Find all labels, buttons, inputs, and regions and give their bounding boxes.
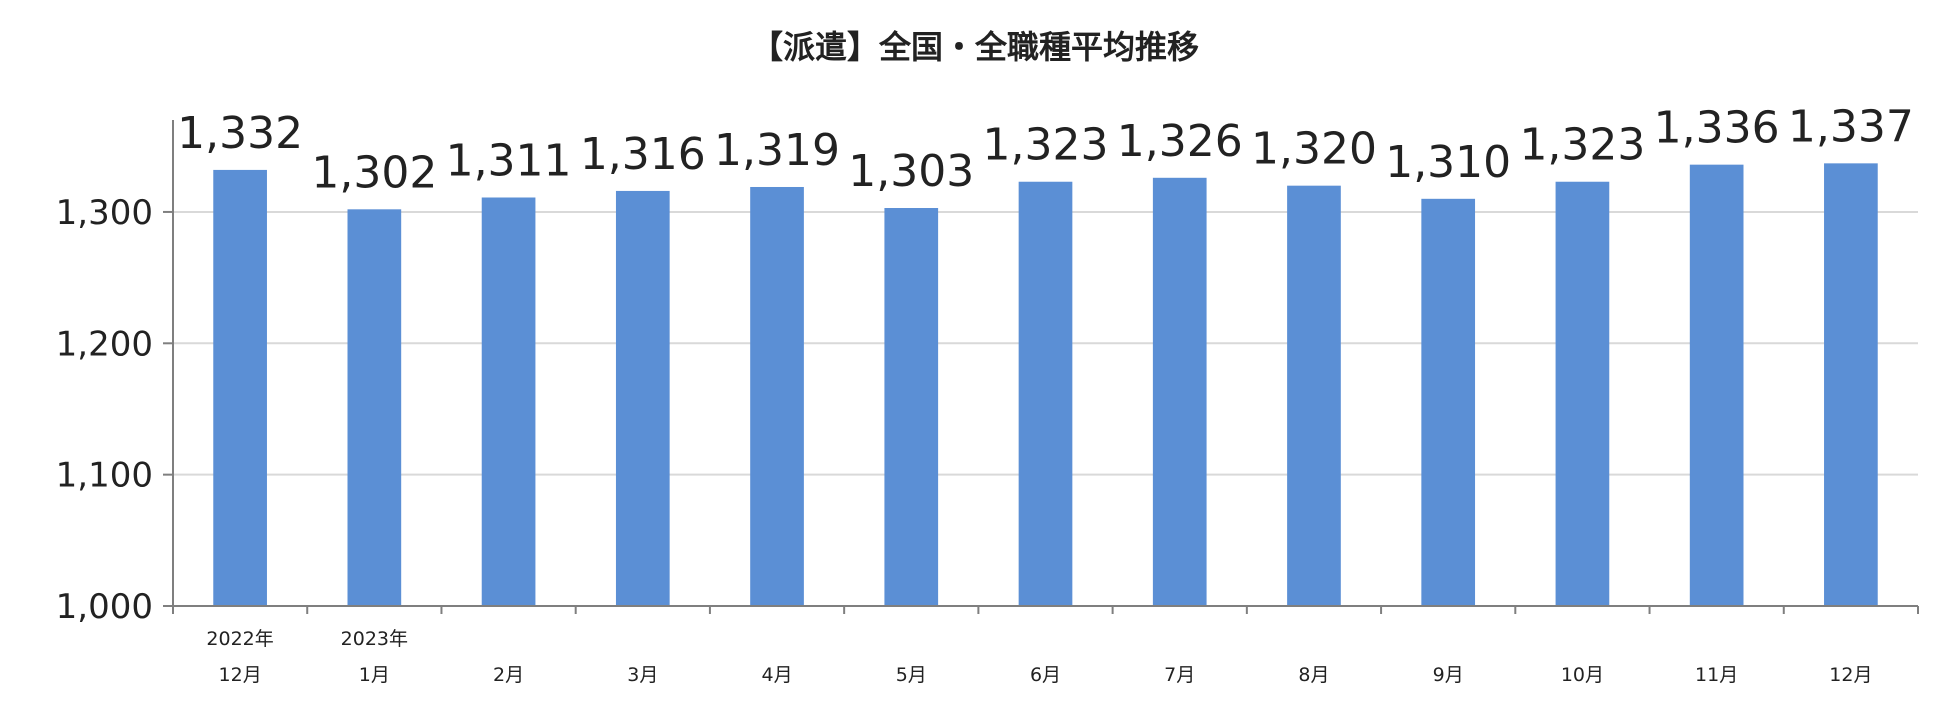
x-category-month: 1月	[359, 664, 390, 686]
y-tick-label: 1,100	[56, 456, 153, 496]
data-label: 1,320	[1251, 124, 1377, 175]
data-label: 1,326	[1117, 116, 1243, 167]
bar	[1018, 181, 1073, 606]
x-category-month: 3月	[627, 664, 658, 686]
bar	[1689, 164, 1744, 606]
x-category-year: 2023年	[341, 628, 408, 650]
bar	[213, 169, 267, 606]
x-category-month: 8月	[1298, 664, 1329, 686]
bar	[1555, 181, 1610, 606]
bar	[1287, 185, 1341, 607]
data-label: 1,332	[177, 108, 303, 159]
y-tick-label: 1,300	[56, 193, 153, 233]
bar	[750, 186, 804, 606]
x-category-month: 2月	[493, 664, 524, 686]
x-category-year: 2022年	[206, 628, 273, 650]
bar	[1152, 177, 1207, 606]
bar	[347, 209, 402, 607]
data-label: 1,311	[446, 135, 572, 186]
bar	[884, 208, 939, 606]
x-category-month: 11月	[1695, 664, 1738, 686]
data-label: 1,316	[580, 129, 706, 180]
y-tick-label: 1,000	[56, 587, 153, 627]
bar	[1824, 163, 1878, 606]
x-category-month: 4月	[761, 664, 792, 686]
data-label: 1,337	[1788, 101, 1914, 152]
x-category-month: 7月	[1164, 664, 1195, 686]
x-category-month: 12月	[219, 664, 262, 686]
data-label: 1,336	[1654, 103, 1780, 154]
data-label: 1,310	[1385, 137, 1511, 188]
x-category-month: 6月	[1030, 664, 1061, 686]
bar	[1421, 198, 1476, 607]
y-tick-label: 1,200	[56, 324, 153, 364]
bar	[481, 197, 536, 606]
chart-title: 【派遣】全国・全職種平均推移	[750, 28, 1199, 66]
x-category-month: 12月	[1829, 664, 1872, 686]
bar	[615, 190, 670, 606]
data-label: 1,302	[311, 147, 437, 198]
data-label: 1,319	[714, 125, 840, 176]
x-category-month: 9月	[1433, 664, 1464, 686]
data-label: 1,323	[983, 120, 1109, 171]
x-category-month: 5月	[896, 664, 927, 686]
data-label: 1,323	[1519, 120, 1645, 171]
x-category-month: 10月	[1561, 664, 1604, 686]
data-label: 1,303	[848, 146, 974, 197]
